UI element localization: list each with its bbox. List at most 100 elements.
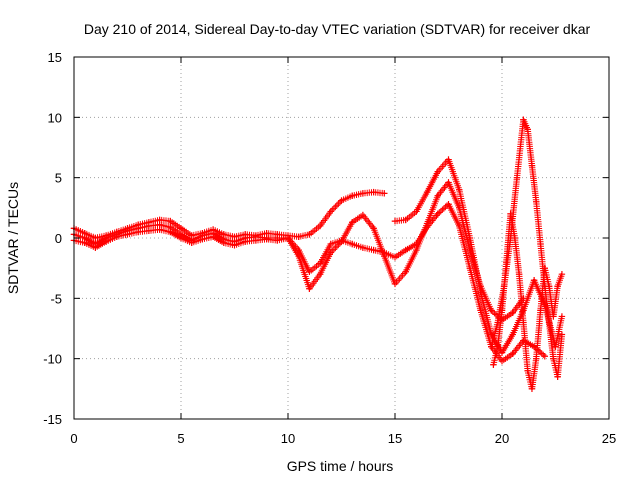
- data-point: [391, 254, 399, 261]
- data-point: [209, 233, 217, 240]
- data-point: [466, 234, 474, 242]
- y-tick-label: 10: [48, 110, 62, 125]
- data-point: [503, 258, 510, 266]
- data-point: [513, 174, 521, 181]
- data-point: [488, 343, 495, 350]
- data-point: [509, 350, 516, 358]
- data-point: [349, 192, 356, 199]
- data-point: [434, 210, 441, 218]
- data-point: [177, 234, 185, 242]
- data-point: [434, 192, 441, 199]
- data-point: [145, 227, 153, 234]
- data-point: [338, 237, 345, 244]
- x-tick-label: 5: [177, 431, 184, 446]
- data-point: [306, 231, 313, 238]
- data-point: [263, 236, 270, 243]
- marker-trail: [513, 118, 527, 181]
- data-point: [220, 239, 227, 247]
- data-point: [445, 201, 452, 208]
- data-point: [498, 357, 506, 365]
- marker-trail: [349, 190, 364, 199]
- data-point: [370, 225, 377, 232]
- data-point: [370, 246, 377, 254]
- y-tick-label: 15: [48, 50, 62, 65]
- data-point: [92, 234, 99, 242]
- data-point: [413, 246, 420, 254]
- data-point: [456, 222, 463, 230]
- data-point: [349, 240, 356, 248]
- x-tick-label: 15: [388, 431, 402, 446]
- marker-trail: [349, 240, 364, 251]
- data-point: [391, 280, 399, 288]
- data-point: [477, 289, 484, 296]
- data-point: [316, 222, 324, 230]
- data-point: [327, 240, 334, 248]
- data-point: [445, 156, 452, 163]
- data-point: [520, 307, 527, 314]
- data-point: [545, 283, 553, 290]
- data-point: [413, 240, 420, 248]
- y-tick-label: -5: [50, 291, 62, 306]
- data-point: [528, 385, 536, 393]
- data-point: [537, 240, 544, 248]
- data-point: [402, 246, 409, 254]
- data-point: [520, 319, 527, 326]
- x-tick-label: 10: [281, 431, 295, 446]
- data-point: [327, 208, 334, 215]
- data-point: [423, 223, 431, 231]
- x-tick-label: 25: [602, 431, 616, 446]
- data-point: [558, 331, 566, 338]
- data-point: [359, 244, 367, 251]
- y-tick-label: -15: [43, 412, 62, 427]
- data-point: [124, 231, 131, 238]
- data-point: [349, 219, 356, 226]
- data-point: [552, 343, 559, 350]
- data-point: [381, 249, 388, 256]
- data-point: [488, 331, 495, 338]
- data-point: [306, 268, 313, 275]
- series-track-3: [70, 201, 548, 365]
- data-point: [533, 198, 540, 205]
- series-track-5: [488, 116, 566, 380]
- data-point: [507, 210, 514, 218]
- marker-trail: [498, 261, 510, 314]
- data-point: [530, 277, 538, 284]
- data-point: [550, 313, 557, 320]
- data-point: [188, 239, 195, 247]
- data-point: [541, 264, 548, 272]
- data-point: [528, 162, 536, 169]
- marker-trail: [511, 234, 523, 276]
- data-point: [541, 353, 548, 360]
- data-point: [445, 179, 452, 186]
- data-point: [252, 237, 260, 244]
- data-point: [81, 239, 88, 247]
- data-point: [554, 283, 561, 290]
- y-tick-label: -10: [43, 352, 62, 367]
- data-point: [167, 217, 174, 225]
- data-point: [231, 242, 238, 249]
- data-point: [167, 228, 174, 236]
- data-point: [488, 307, 495, 314]
- data-point: [466, 264, 474, 272]
- data-point: [490, 361, 497, 368]
- data-point: [456, 204, 463, 212]
- data-point: [509, 309, 516, 317]
- data-point: [242, 238, 249, 245]
- marker-trail: [537, 240, 548, 288]
- marker-trail: [554, 273, 565, 290]
- data-point: [102, 238, 110, 245]
- data-point: [558, 271, 566, 278]
- data-point: [156, 226, 163, 233]
- data-point: [558, 313, 566, 320]
- data-point: [338, 197, 345, 204]
- data-point: [456, 186, 463, 193]
- data-point: [413, 208, 420, 215]
- y-tick-label: 5: [55, 171, 62, 186]
- y-tick-label: 0: [55, 231, 62, 246]
- data-point: [509, 331, 516, 338]
- y-axis-label: SDTVAR / TECUs: [5, 182, 21, 294]
- marker-trail: [528, 162, 540, 203]
- data-point: [402, 268, 409, 275]
- data-point: [327, 249, 334, 256]
